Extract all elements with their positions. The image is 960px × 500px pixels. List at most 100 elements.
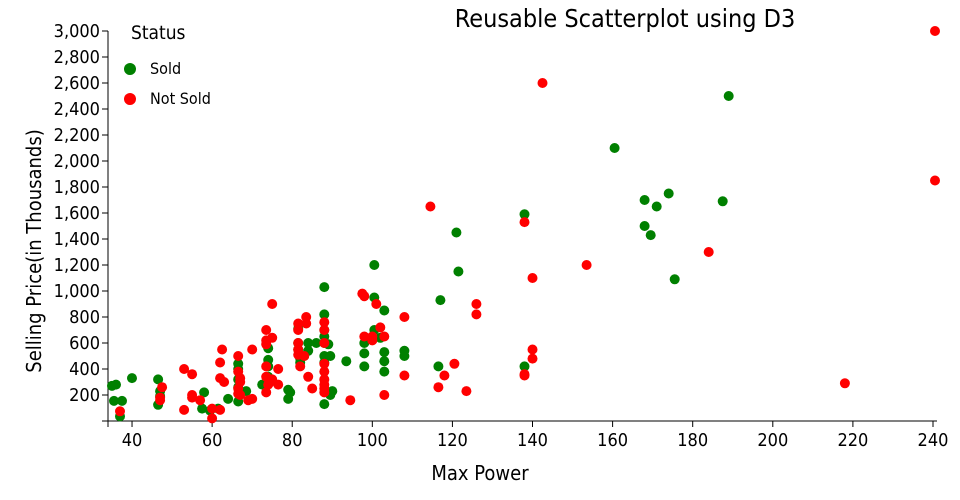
- not-sold-point: [187, 369, 198, 380]
- not-sold-point: [207, 403, 218, 414]
- not-sold-point: [319, 366, 330, 377]
- not-sold-point: [247, 393, 258, 404]
- x-tick-label: 40: [122, 430, 143, 451]
- sold-point: [639, 195, 650, 205]
- not-sold-point: [273, 379, 284, 390]
- not-sold-point: [527, 273, 538, 283]
- y-tick-label: 800: [69, 307, 100, 328]
- sold-point: [285, 387, 296, 398]
- legend: Status Sold Not Sold: [124, 22, 211, 108]
- y-tick-label: 2,000: [54, 151, 100, 172]
- sold-point: [663, 188, 674, 199]
- not-sold-point: [359, 331, 370, 342]
- not-sold-point: [449, 358, 460, 369]
- not-sold-point: [247, 344, 258, 355]
- y-tick-label: 1,600: [54, 203, 100, 224]
- sold-point: [199, 387, 210, 398]
- sold-point: [651, 201, 662, 212]
- sold-point: [669, 274, 680, 285]
- sold-point: [453, 266, 464, 277]
- sold-point: [341, 356, 352, 367]
- not-sold-point: [471, 299, 482, 309]
- not-sold-point: [301, 318, 312, 329]
- sold-point: [319, 309, 330, 320]
- not-sold-point: [155, 395, 166, 406]
- x-axis-ticks: 40 60 80 100 120 140 160 180 200 220 240: [107, 421, 948, 451]
- not-sold-point: [233, 351, 244, 361]
- not-sold-point: [303, 371, 314, 382]
- not-sold-point: [519, 369, 530, 380]
- not-sold-point: [179, 364, 190, 374]
- y-tick-label: 2,800: [54, 47, 100, 68]
- sold-point: [519, 361, 530, 372]
- sold-point: [379, 347, 390, 358]
- not-sold-point: [461, 386, 472, 397]
- x-tick-label: 60: [202, 430, 223, 451]
- sold-point: [223, 393, 234, 404]
- not-sold-point: [307, 383, 318, 394]
- sold-point: [359, 348, 370, 359]
- sold-point: [723, 91, 734, 101]
- sold-point: [519, 209, 530, 220]
- sold-point: [111, 379, 121, 390]
- sold-point: [319, 282, 330, 293]
- sold-point: [233, 358, 244, 369]
- not-sold-point: [399, 370, 410, 381]
- y-tick-label: 2,600: [54, 73, 100, 94]
- not-sold-point: [235, 377, 246, 387]
- not-sold-point: [295, 361, 306, 372]
- not-sold-point: [187, 392, 198, 403]
- y-axis-ticks: 200 400 600 800 1,000 1,200 1,400 1,600 1,800 2,0…: [54, 21, 108, 422]
- x-tick-label: 220: [837, 430, 868, 451]
- not-sold-point: [439, 370, 450, 381]
- not-sold-point: [273, 364, 284, 374]
- not-sold-point: [930, 175, 940, 186]
- not-sold-point: [319, 338, 330, 348]
- not-sold-point: [359, 291, 370, 302]
- not-sold-point: [157, 382, 168, 393]
- sold-point: [109, 395, 119, 406]
- not-sold-point: [215, 404, 226, 415]
- not-sold-point: [267, 332, 278, 343]
- sold-point: [311, 338, 322, 348]
- not-sold-point: [179, 404, 190, 415]
- sold-point: [433, 361, 444, 372]
- y-tick-label: 2,400: [54, 99, 100, 120]
- sold-point: [609, 143, 620, 153]
- not-sold-point: [371, 299, 382, 309]
- not-sold-point: [839, 378, 850, 389]
- sold-point: [379, 356, 390, 367]
- y-tick-label: 3,000: [54, 21, 100, 42]
- y-tick-label: 2,200: [54, 125, 100, 146]
- legend-not-sold-marker: [124, 93, 136, 105]
- sold-point: [359, 361, 370, 372]
- sold-point: [127, 373, 137, 384]
- y-axis-label: Selling Price(in Thousands): [22, 129, 46, 372]
- sold-point: [327, 386, 338, 397]
- not-sold-point: [215, 357, 226, 368]
- x-tick-label: 180: [677, 430, 708, 451]
- y-tick-label: 1,400: [54, 229, 100, 250]
- not-sold-point: [319, 325, 330, 335]
- sold-point: [435, 295, 446, 306]
- sold-point: [369, 260, 380, 270]
- not-sold-point: [519, 217, 530, 228]
- sold-point: [645, 230, 656, 241]
- not-sold-point: [261, 339, 272, 350]
- sold-point: [117, 395, 127, 406]
- not-sold-point: [319, 387, 330, 398]
- not-sold-point: [267, 299, 278, 309]
- not-sold-point: [319, 358, 330, 369]
- not-sold-point: [379, 331, 390, 342]
- legend-title: Status: [131, 22, 186, 44]
- not-sold-point: [261, 325, 272, 335]
- not-sold-point: [581, 260, 592, 270]
- not-sold-point: [235, 390, 246, 400]
- x-tick-label: 160: [597, 430, 628, 451]
- not-sold-point: [399, 312, 410, 322]
- y-tick-label: 1,200: [54, 255, 100, 276]
- x-axis-label: Max Power: [431, 461, 529, 485]
- y-tick-label: 1,800: [54, 177, 100, 198]
- y-tick-label: 200: [69, 385, 100, 406]
